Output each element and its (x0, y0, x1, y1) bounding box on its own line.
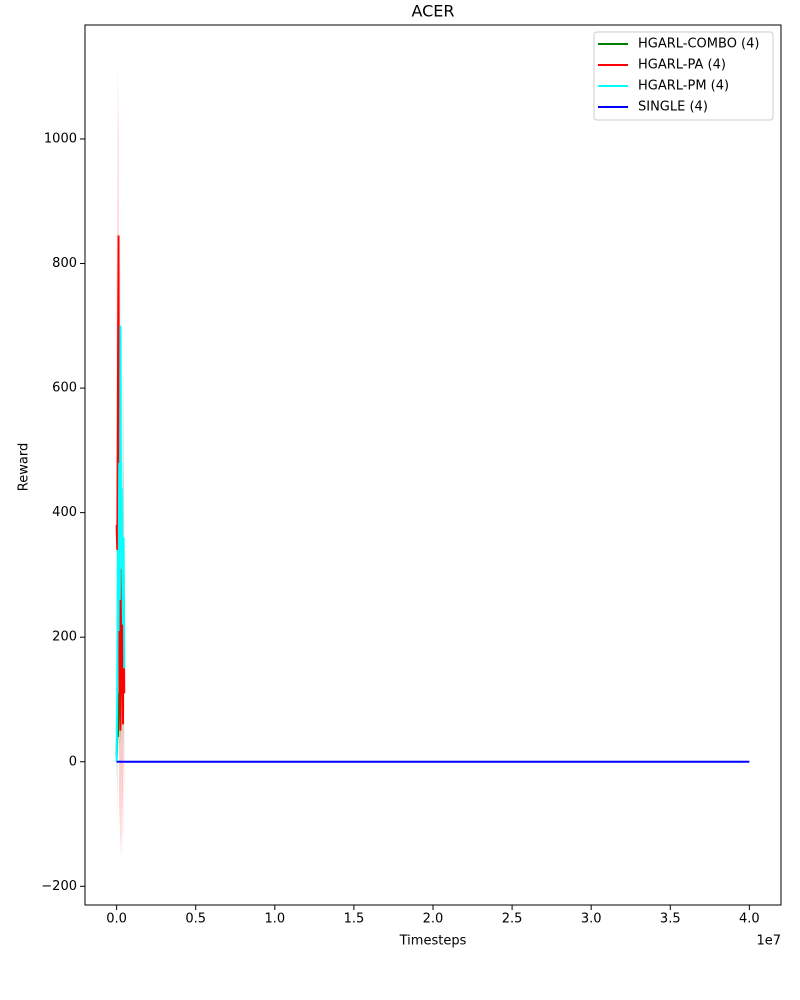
y-tick-label: 1000 (44, 131, 77, 146)
y-tick-label: 0 (69, 754, 77, 769)
chart-title: ACER (411, 2, 454, 21)
legend (593, 31, 774, 121)
x-offset-label: 1e7 (756, 934, 781, 949)
x-tick-label: 2.5 (502, 912, 523, 927)
y-tick-label: 800 (52, 256, 77, 271)
y-axis-label: Reward (17, 443, 32, 491)
x-tick-label: 3.0 (581, 912, 602, 927)
series-line (115, 235, 126, 731)
legend-label: HGARL-PM (4) (638, 79, 729, 94)
series-line (115, 325, 126, 762)
legend-label: SINGLE (4) (638, 100, 708, 115)
legend-label: HGARL-PA (4) (638, 58, 726, 73)
legend-label: HGARL-COMBO (4) (638, 37, 759, 52)
x-axis-label: Timesteps (399, 934, 467, 949)
x-tick-label: 3.5 (660, 912, 681, 927)
plot-frame (84, 24, 782, 906)
x-tick-label: 0.5 (185, 912, 206, 927)
y-tick-label: 200 (52, 630, 77, 645)
x-tick-label: 1.5 (344, 912, 365, 927)
y-tick-label: 600 (52, 381, 77, 396)
x-tick-label: 1.0 (264, 912, 285, 927)
x-tick-label: 0.0 (106, 912, 127, 927)
x-tick-label: 4.0 (739, 912, 760, 927)
y-tick-label: −200 (41, 879, 77, 894)
x-tick-label: 2.0 (423, 912, 444, 927)
y-tick-label: 400 (52, 505, 77, 520)
